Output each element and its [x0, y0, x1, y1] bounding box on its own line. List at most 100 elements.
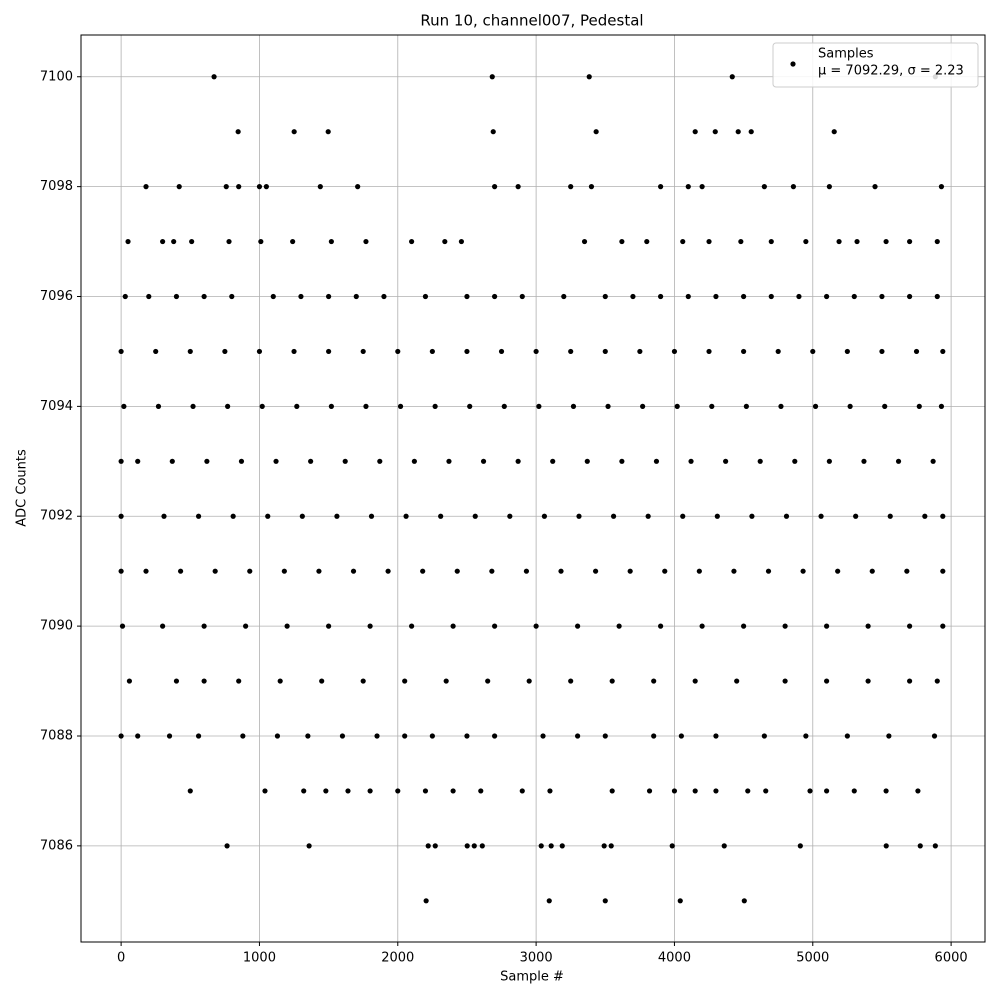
sample-point — [243, 623, 249, 629]
sample-point — [146, 293, 152, 300]
sample-point — [230, 513, 236, 519]
sample-point — [714, 513, 720, 519]
sample-point — [627, 568, 633, 574]
sample-point — [305, 733, 311, 739]
x-tick-label: 3000 — [520, 951, 553, 966]
sample-point — [699, 184, 705, 190]
sample-point — [803, 733, 809, 739]
sample-point — [492, 733, 498, 739]
sample-point — [485, 678, 491, 684]
sample-point — [240, 733, 246, 739]
sample-point — [236, 184, 242, 190]
sample-point — [570, 403, 577, 409]
sample-point — [143, 568, 149, 574]
sample-point — [609, 678, 615, 684]
sample-point — [800, 568, 806, 574]
sample-point — [605, 403, 611, 409]
x-tick-label: 6000 — [935, 951, 968, 966]
sample-point — [265, 513, 271, 519]
sample-point — [644, 238, 650, 245]
sample-point — [160, 623, 166, 629]
sample-point — [895, 458, 902, 464]
sample-point — [568, 678, 574, 684]
sample-point — [824, 623, 830, 629]
sample-point — [782, 623, 788, 629]
sample-point — [273, 458, 279, 464]
sample-point — [907, 293, 913, 300]
sample-point — [118, 568, 124, 574]
sample-point — [377, 458, 383, 464]
sample-point — [640, 403, 646, 409]
sample-point — [854, 238, 860, 245]
sample-point — [734, 678, 740, 684]
sample-point — [882, 403, 888, 409]
sample-point — [601, 843, 607, 849]
sample-point — [367, 788, 373, 794]
sample-point — [940, 348, 946, 355]
sample-point — [883, 788, 889, 794]
sample-point — [741, 293, 747, 300]
sample-point — [489, 74, 495, 80]
sample-point — [523, 568, 530, 574]
sample-point — [713, 788, 719, 794]
sample-point — [385, 568, 391, 574]
sample-point — [306, 843, 312, 849]
sample-point — [299, 513, 305, 519]
sample-point — [480, 458, 487, 464]
sample-point — [851, 788, 857, 794]
sample-point — [602, 898, 608, 904]
sample-point — [166, 733, 173, 739]
sample-point — [662, 568, 668, 574]
sample-point — [319, 678, 325, 684]
sample-point — [748, 129, 754, 135]
sample-point — [826, 458, 832, 464]
sample-point — [721, 843, 727, 849]
sample-point — [610, 513, 617, 519]
sample-point — [161, 513, 167, 519]
sample-point — [584, 458, 590, 464]
sample-point — [171, 238, 177, 245]
sample-point — [797, 843, 803, 849]
sample-point — [761, 184, 767, 190]
sample-point — [887, 513, 893, 519]
sample-point — [317, 184, 323, 190]
chart-title: Run 10, channel007, Pedestal — [420, 12, 643, 30]
sample-point — [796, 293, 802, 300]
sample-point — [281, 568, 287, 574]
sample-point — [519, 293, 525, 300]
sample-point — [395, 348, 401, 355]
sample-point — [745, 788, 751, 794]
sample-point — [464, 733, 470, 739]
x-axis-label: Sample # — [500, 970, 564, 985]
sample-point — [464, 843, 470, 849]
sample-point — [602, 348, 608, 355]
y-tick-label: 7090 — [40, 619, 73, 634]
sample-point — [685, 293, 691, 300]
sample-point — [741, 898, 747, 904]
sample-point — [778, 403, 784, 409]
sample-point — [940, 568, 946, 574]
sample-point — [490, 129, 496, 135]
sample-point — [741, 348, 747, 355]
sample-point — [696, 568, 702, 574]
sample-point — [671, 348, 678, 355]
y-tick-label: 7096 — [40, 289, 73, 304]
sample-point — [409, 623, 415, 629]
sample-point — [602, 733, 608, 739]
sample-point — [768, 238, 774, 245]
sample-point — [438, 513, 444, 519]
sample-point — [761, 733, 767, 739]
sample-point — [658, 623, 664, 629]
sample-point — [616, 623, 622, 629]
sample-point — [540, 733, 546, 739]
sample-point — [763, 788, 769, 794]
sample-point — [916, 403, 922, 409]
sample-point — [345, 788, 351, 794]
sample-point — [190, 403, 196, 409]
sample-point — [353, 293, 359, 300]
sample-point — [692, 788, 698, 794]
sample-point — [619, 458, 625, 464]
x-tick-label: 5000 — [796, 951, 829, 966]
sample-point — [458, 238, 465, 245]
